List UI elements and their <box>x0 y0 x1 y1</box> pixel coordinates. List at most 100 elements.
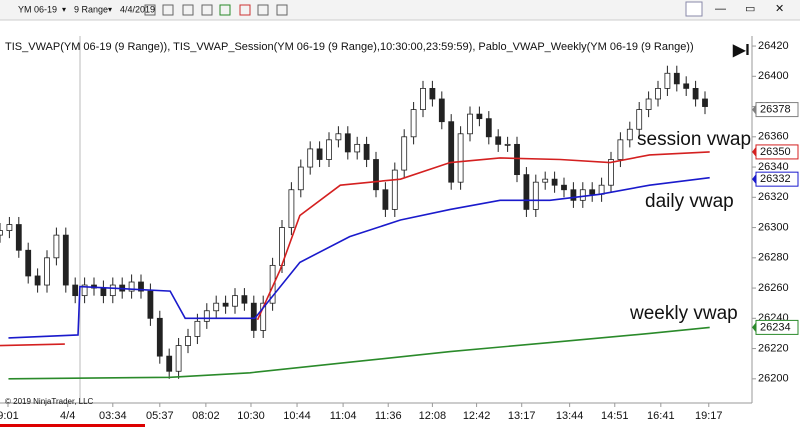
candle-body <box>297 166 304 191</box>
y-tick-label: 26340 <box>758 161 789 173</box>
indicators-label: TIS_VWAP(YM 06-19 (9 Range)), TIS_VWAP_S… <box>5 41 694 53</box>
y-tick-label: 26400 <box>758 70 789 82</box>
x-tick-label: 11:36 <box>375 410 402 422</box>
restore-button[interactable]: ▭ <box>745 3 755 15</box>
candle-body <box>382 189 389 210</box>
y-tick-label: 26300 <box>758 221 789 233</box>
candle-body <box>645 98 652 110</box>
candle-body <box>222 302 229 307</box>
candle-body <box>429 88 436 100</box>
candle-body <box>109 284 116 297</box>
minimize-button[interactable]: — <box>715 3 726 15</box>
line-annotation: daily vwap <box>645 191 734 212</box>
candle-body <box>100 287 107 297</box>
x-tick-label: 9:01 <box>0 410 19 422</box>
candle-body <box>608 159 614 186</box>
vwap-line <box>8 326 710 380</box>
x-tick-label: 10:30 <box>237 410 265 422</box>
candle-body <box>626 128 633 141</box>
candle-body <box>81 284 88 297</box>
candle-body <box>410 109 417 138</box>
y-tick-label: 26220 <box>758 342 789 354</box>
candle-body <box>203 310 210 322</box>
candle-body <box>401 136 408 171</box>
period-selector[interactable]: 9 Range <box>74 4 108 14</box>
candle-body <box>523 174 530 210</box>
candle-body <box>467 113 473 135</box>
toolbar-icons[interactable] <box>144 4 288 16</box>
candle-body <box>0 230 3 236</box>
line-annotation: session vwap <box>637 129 751 150</box>
candle-body <box>72 284 79 297</box>
candle-body <box>344 133 351 153</box>
candle-body <box>44 257 50 286</box>
candle-body <box>514 143 520 176</box>
price-marker-label: 26378 <box>760 103 791 115</box>
candle-body <box>260 302 267 331</box>
x-tick-label: 12:42 <box>463 410 491 422</box>
candle-body <box>532 181 539 210</box>
x-tick-label: 08:02 <box>192 410 220 422</box>
candle-body <box>457 133 464 183</box>
price-marker-label: 26234 <box>760 321 791 333</box>
price-marker-tip <box>752 322 756 333</box>
candle-body <box>288 189 295 228</box>
candle-body <box>570 189 577 201</box>
candle-body <box>485 118 492 138</box>
candle-body <box>307 148 314 168</box>
y-tick-label: 26200 <box>758 373 789 385</box>
candle-body <box>391 169 398 210</box>
copyright: © 2019 NinjaTrader, LLC <box>5 397 94 406</box>
dropdown-arrow: ▾ <box>108 5 112 14</box>
date-label: 4/4/2019 <box>120 4 155 14</box>
candle-body <box>617 139 624 160</box>
x-tick-label: 13:44 <box>556 410 584 422</box>
x-tick-label: 13:17 <box>508 410 536 422</box>
candle-body <box>25 249 32 277</box>
candle-body <box>335 133 342 141</box>
candle-body <box>636 109 643 130</box>
candle-body <box>542 178 549 183</box>
price-marker-tip <box>752 174 756 185</box>
candle-body <box>156 317 163 357</box>
window-button[interactable] <box>685 1 703 17</box>
video-progress <box>0 424 145 427</box>
candle-body <box>53 234 60 259</box>
candle-body <box>354 143 361 153</box>
candle-body <box>6 224 13 231</box>
scroll-to-end[interactable]: ▶I <box>732 42 750 59</box>
instrument-selector[interactable]: YM 06-19 <box>18 4 57 14</box>
candle-body <box>664 72 671 89</box>
vwap-line <box>0 151 710 347</box>
candle-body <box>138 281 144 292</box>
price-marker-label: 26332 <box>760 173 791 185</box>
x-tick-label: 4/4 <box>60 410 75 422</box>
price-marker-label: 26350 <box>760 146 791 158</box>
candle-body <box>363 143 370 160</box>
candle-body <box>438 98 445 123</box>
candle-body <box>673 72 680 85</box>
candle-body <box>232 295 238 307</box>
price-marker-tip <box>752 146 756 157</box>
candle-body <box>476 113 483 120</box>
vwap-line <box>8 176 710 339</box>
candle-body <box>561 184 567 191</box>
candle-body <box>269 264 276 304</box>
candle-body <box>683 83 690 89</box>
line-annotation: weekly vwap <box>629 303 738 324</box>
candle-body <box>147 290 154 319</box>
close-button[interactable]: ✕ <box>775 3 784 15</box>
candle-body <box>373 159 379 191</box>
x-tick-label: 03:34 <box>99 410 127 422</box>
candle-body <box>551 178 558 186</box>
candle-body <box>185 336 191 346</box>
candle-body <box>34 275 41 286</box>
candle-body <box>692 88 699 100</box>
x-tick-label: 05:37 <box>146 410 174 422</box>
x-tick-label: 19:17 <box>695 410 723 422</box>
y-tick-label: 26260 <box>758 282 789 294</box>
y-tick-label: 26420 <box>758 40 789 52</box>
candle-body <box>702 98 708 107</box>
candle-body <box>62 234 69 286</box>
